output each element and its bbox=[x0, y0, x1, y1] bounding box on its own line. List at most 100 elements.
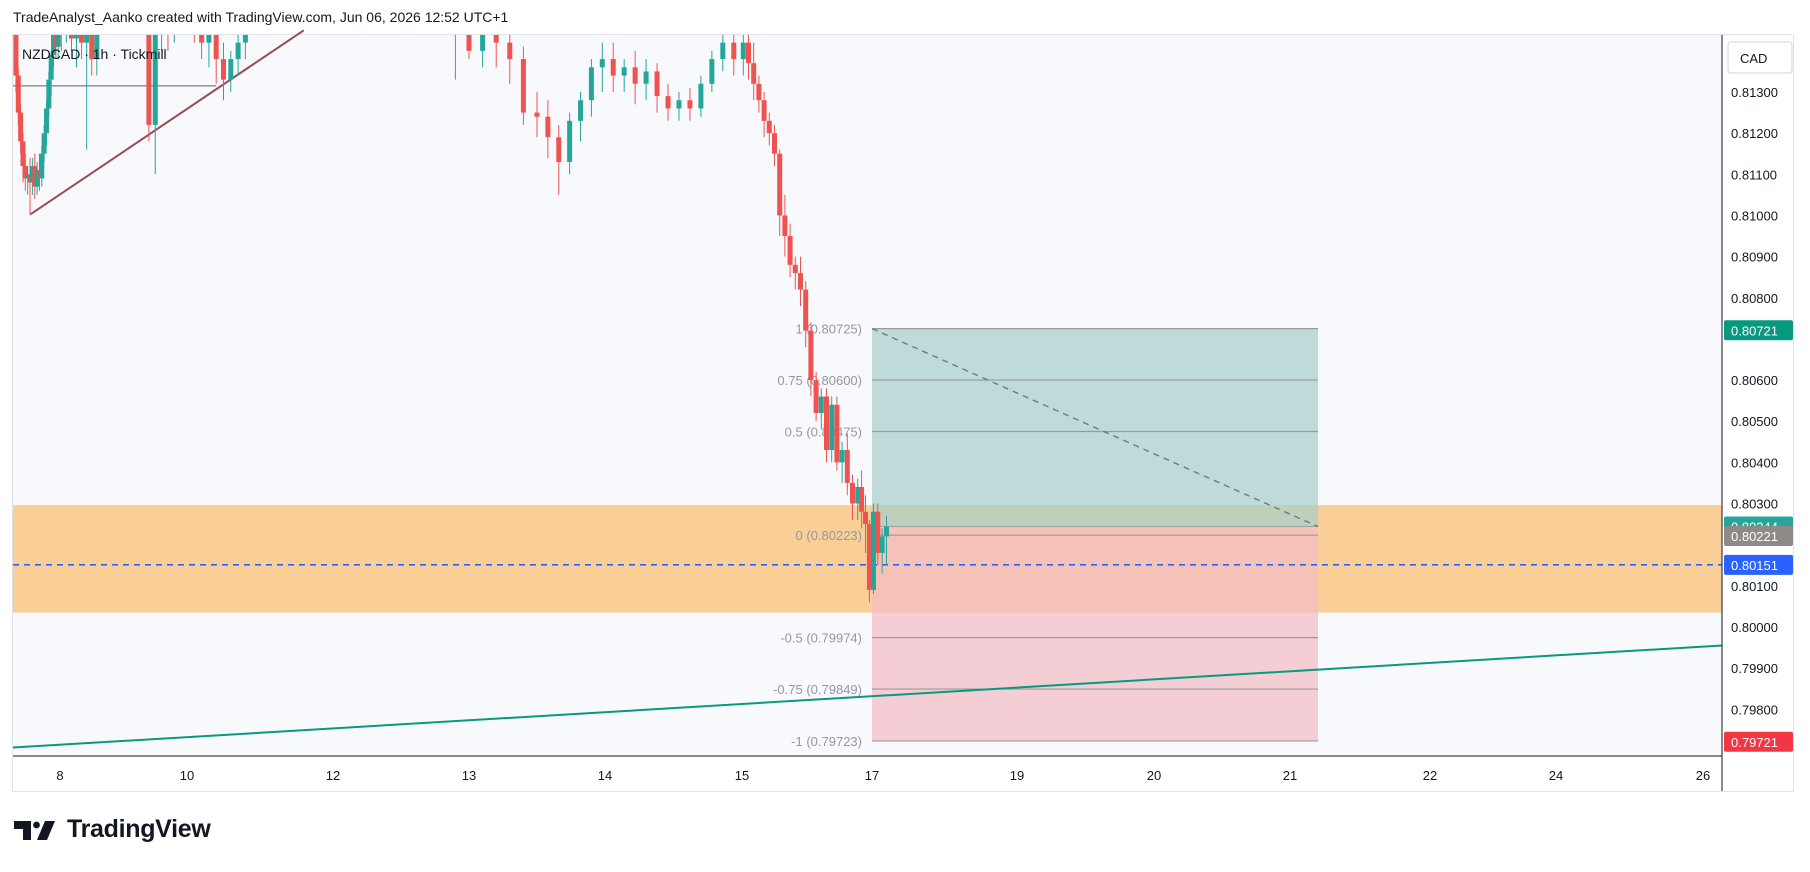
candle-body[interactable] bbox=[813, 380, 819, 413]
candle-body[interactable] bbox=[89, 26, 95, 60]
candle-body[interactable] bbox=[192, 6, 197, 27]
candle-body[interactable] bbox=[68, 0, 74, 39]
candle-body[interactable] bbox=[48, 54, 54, 80]
candle-body[interactable] bbox=[698, 83, 704, 109]
candle-body[interactable] bbox=[766, 120, 772, 134]
candle-body[interactable] bbox=[824, 396, 829, 451]
candle-body[interactable] bbox=[41, 133, 47, 154]
price-badge[interactable] bbox=[1724, 554, 1793, 575]
candle-body[interactable] bbox=[839, 450, 845, 463]
candle-body[interactable] bbox=[221, 59, 226, 80]
candle-body[interactable] bbox=[621, 67, 627, 76]
candle-body[interactable] bbox=[643, 71, 649, 84]
candle-body[interactable] bbox=[844, 450, 850, 483]
candle-body[interactable] bbox=[855, 487, 861, 504]
candle-body[interactable] bbox=[863, 511, 868, 525]
candle-body[interactable] bbox=[84, 26, 90, 43]
candle-body[interactable] bbox=[610, 59, 616, 76]
candle-body[interactable] bbox=[879, 536, 885, 553]
candle-body[interactable] bbox=[159, 10, 164, 26]
candle-body[interactable] bbox=[761, 100, 767, 121]
support-trendline[interactable] bbox=[12, 644, 1723, 749]
candle-body[interactable] bbox=[866, 524, 872, 590]
price-badge[interactable] bbox=[1724, 320, 1793, 341]
candle-body[interactable] bbox=[258, 1, 263, 13]
candle-body[interactable] bbox=[228, 59, 234, 80]
candle-body[interactable] bbox=[588, 67, 594, 101]
candle-body[interactable] bbox=[556, 137, 562, 162]
candle-body[interactable] bbox=[272, 0, 277, 14]
candle-body[interactable] bbox=[875, 511, 881, 553]
candle-body[interactable] bbox=[213, 34, 219, 60]
candle-body[interactable] bbox=[15, 75, 21, 113]
candle-body[interactable] bbox=[242, 18, 248, 43]
candle-body[interactable] bbox=[829, 404, 835, 451]
candle-body[interactable] bbox=[172, 1, 177, 30]
candle-body[interactable] bbox=[146, 0, 152, 125]
candle-body[interactable] bbox=[751, 63, 757, 84]
candle-body[interactable] bbox=[756, 83, 762, 101]
candle-body[interactable] bbox=[22, 166, 28, 179]
candle-body[interactable] bbox=[185, 6, 190, 18]
candle-body[interactable] bbox=[870, 511, 876, 590]
candle-body[interactable] bbox=[199, 26, 205, 43]
candle-body[interactable] bbox=[632, 67, 638, 84]
candle-body[interactable] bbox=[834, 404, 840, 463]
candle-body[interactable] bbox=[165, 10, 170, 31]
candle-body[interactable] bbox=[64, 0, 69, 26]
candle-body[interactable] bbox=[567, 120, 573, 162]
candle-body[interactable] bbox=[772, 133, 777, 154]
candle-body[interactable] bbox=[480, 22, 486, 51]
candle-body[interactable] bbox=[859, 487, 865, 512]
candle-body[interactable] bbox=[798, 273, 803, 290]
candle-body[interactable] bbox=[316, 0, 321, 1]
candle-body[interactable] bbox=[18, 112, 24, 142]
candle-body[interactable] bbox=[13, 18, 19, 76]
candle-body[interactable] bbox=[250, 1, 255, 17]
candle-body[interactable] bbox=[520, 59, 526, 113]
candle-body[interactable] bbox=[534, 112, 540, 117]
candle-body[interactable] bbox=[466, 18, 472, 51]
candle-body[interactable] bbox=[665, 96, 671, 109]
candle-body[interactable] bbox=[654, 71, 660, 97]
candle-body[interactable] bbox=[818, 396, 824, 413]
currency-button[interactable]: CAD bbox=[1727, 41, 1793, 74]
candle-body[interactable] bbox=[46, 79, 52, 109]
candle-body[interactable] bbox=[152, 26, 158, 125]
candle-body[interactable] bbox=[782, 215, 788, 237]
candle-body[interactable] bbox=[884, 526, 889, 537]
resistance-trendline[interactable] bbox=[30, 29, 305, 216]
candle-body[interactable] bbox=[99, 0, 104, 18]
candle-body[interactable] bbox=[178, 1, 183, 17]
candle-body[interactable] bbox=[412, 0, 417, 1]
candle-body[interactable] bbox=[39, 153, 45, 179]
candle-body[interactable] bbox=[746, 42, 751, 64]
price-badge[interactable] bbox=[1724, 731, 1793, 752]
projection-line[interactable] bbox=[871, 327, 1319, 528]
candle-body[interactable] bbox=[493, 22, 499, 43]
candle-body[interactable] bbox=[235, 42, 241, 60]
candle-body[interactable] bbox=[599, 59, 605, 68]
candle-body[interactable] bbox=[206, 34, 212, 43]
candle-body[interactable] bbox=[331, 0, 336, 1]
candle-body[interactable] bbox=[578, 100, 584, 121]
candle-body[interactable] bbox=[94, 18, 100, 60]
candle-body[interactable] bbox=[55, 18, 61, 47]
candle-body[interactable] bbox=[59, 18, 64, 26]
candle-body[interactable] bbox=[740, 42, 746, 60]
candle-body[interactable] bbox=[803, 289, 809, 331]
candle-body[interactable] bbox=[850, 482, 855, 504]
stop-zone[interactable] bbox=[872, 526, 1318, 741]
candle-body[interactable] bbox=[545, 116, 551, 138]
price-badge[interactable] bbox=[1724, 526, 1793, 547]
candle-body[interactable] bbox=[720, 42, 726, 60]
symbol-legend[interactable]: NZDCAD · 1h · Tickmill bbox=[22, 46, 167, 62]
candle-body[interactable] bbox=[79, 10, 85, 43]
candle-body[interactable] bbox=[777, 153, 783, 216]
candle-body[interactable] bbox=[453, 0, 458, 18]
candle-body[interactable] bbox=[687, 100, 693, 109]
candle-body[interactable] bbox=[709, 59, 715, 84]
candle-body[interactable] bbox=[287, 0, 292, 10]
candle-body[interactable] bbox=[301, 0, 306, 10]
